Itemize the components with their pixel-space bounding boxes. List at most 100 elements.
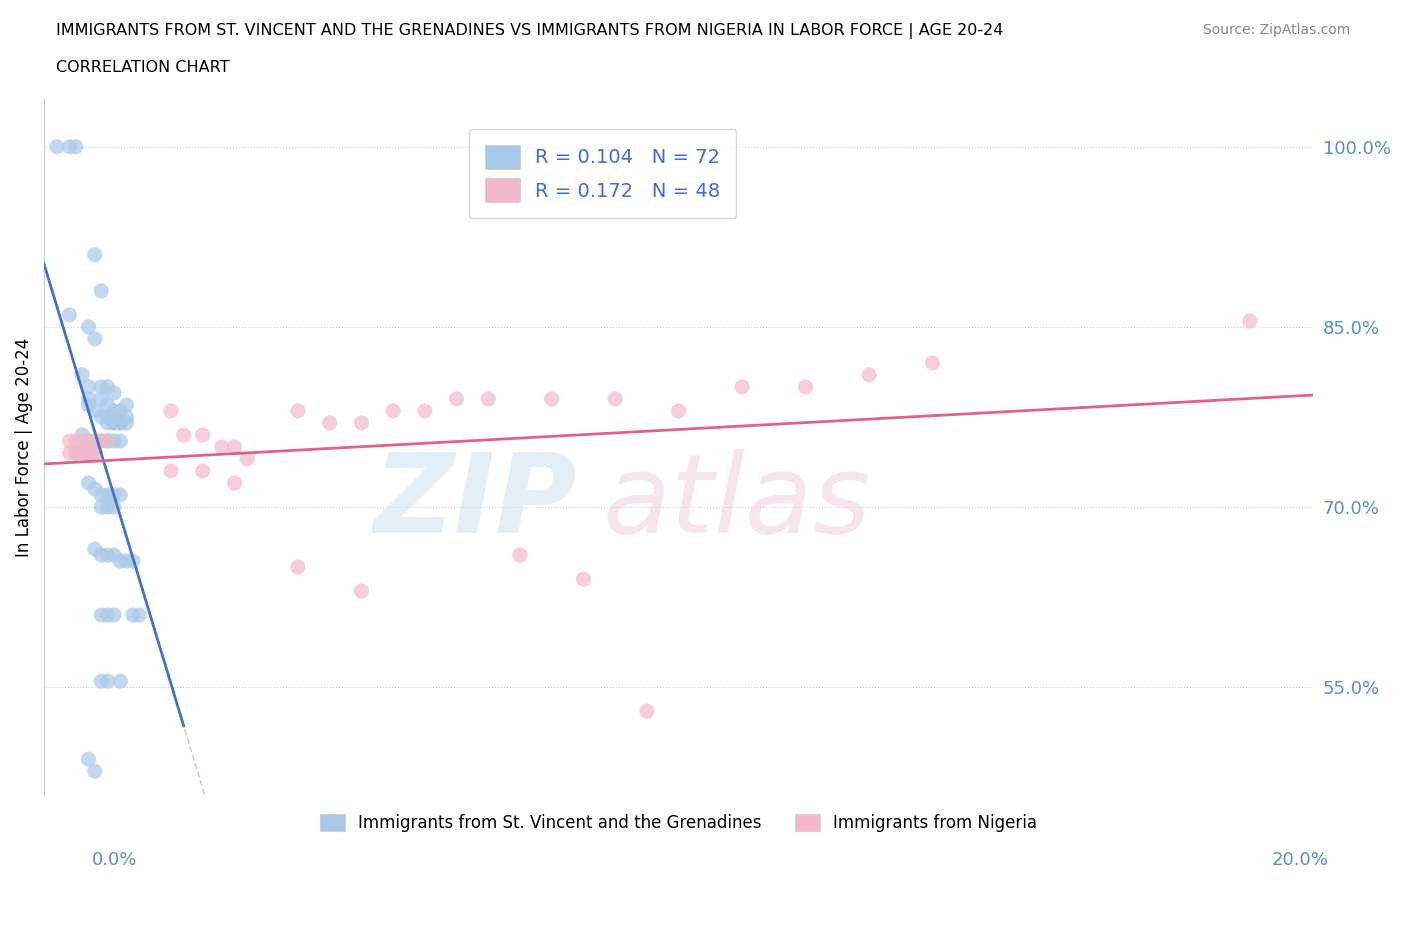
Point (668, 404, 690, 418)
Point (287, 404, 309, 418)
Point (70, 445, 93, 460)
Point (382, 404, 405, 418)
Text: CORRELATION CHART: CORRELATION CHART (56, 60, 229, 75)
Point (58, 433, 80, 448)
Point (110, 404, 132, 418)
Point (605, 392, 627, 406)
Text: 0.0%: 0.0% (91, 851, 136, 869)
Point (103, 487, 125, 502)
Point (103, 548, 125, 563)
Point (97, 397, 120, 412)
Point (90, 284, 112, 299)
Point (83, 247, 105, 262)
Point (83, 541, 105, 556)
Point (115, 553, 138, 568)
Point (58, 140, 80, 154)
Point (110, 433, 132, 448)
Point (110, 416, 132, 431)
Point (103, 404, 125, 418)
Text: ZIP: ZIP (374, 449, 576, 556)
Point (1239, 313, 1261, 328)
Point (65, 445, 87, 460)
Point (858, 367, 880, 382)
Point (77, 751, 100, 766)
Point (224, 475, 246, 490)
Point (77, 392, 100, 406)
Point (110, 673, 132, 688)
Point (97, 433, 120, 448)
Point (90, 392, 112, 406)
Point (191, 428, 214, 443)
Point (97, 433, 120, 448)
Point (794, 379, 817, 394)
Y-axis label: In Labor Force | Age 20-24: In Labor Force | Age 20-24 (15, 338, 32, 556)
Point (90, 433, 112, 448)
Point (350, 416, 373, 431)
Point (191, 463, 214, 478)
Point (70, 428, 93, 443)
Point (70, 445, 93, 460)
Point (83, 482, 105, 497)
Point (446, 392, 468, 406)
Point (173, 428, 195, 443)
Point (636, 704, 658, 719)
Point (921, 355, 943, 370)
Point (77, 433, 100, 448)
Point (65, 445, 87, 460)
Point (90, 673, 112, 688)
Point (83, 433, 105, 448)
Point (77, 445, 100, 460)
Point (110, 553, 132, 568)
Point (128, 607, 150, 622)
Point (90, 548, 112, 563)
Point (211, 440, 233, 455)
Point (90, 409, 112, 424)
Text: IMMIGRANTS FROM ST. VINCENT AND THE GRENADINES VS IMMIGRANTS FROM NIGERIA IN LAB: IMMIGRANTS FROM ST. VINCENT AND THE GREN… (56, 23, 1004, 39)
Point (97, 416, 120, 431)
Point (70, 367, 93, 382)
Point (115, 397, 138, 412)
Point (160, 404, 183, 418)
Point (509, 548, 531, 563)
Point (77, 475, 100, 490)
Point (90, 499, 112, 514)
Point (115, 409, 138, 424)
Point (103, 607, 125, 622)
Point (103, 433, 125, 448)
Point (90, 379, 112, 394)
Point (77, 397, 100, 412)
Point (65, 433, 87, 448)
Point (103, 499, 125, 514)
Point (540, 392, 562, 406)
Point (110, 416, 132, 431)
Point (115, 416, 138, 431)
Point (477, 392, 499, 406)
Point (103, 416, 125, 431)
Point (97, 379, 120, 394)
Point (83, 404, 105, 418)
Point (97, 499, 120, 514)
Point (97, 673, 120, 688)
Point (97, 548, 120, 563)
Point (122, 553, 145, 568)
Point (103, 416, 125, 431)
Point (77, 433, 100, 448)
Text: atlas: atlas (603, 449, 872, 556)
Point (90, 487, 112, 502)
Point (110, 487, 132, 502)
Point (572, 572, 595, 587)
Point (83, 445, 105, 460)
Legend: Immigrants from St. Vincent and the Grenadines, Immigrants from Nigeria: Immigrants from St. Vincent and the Gren… (314, 807, 1045, 839)
Point (103, 385, 125, 400)
Point (350, 584, 373, 599)
Point (58, 308, 80, 323)
Point (77, 319, 100, 334)
Point (45, 140, 67, 154)
Point (122, 607, 145, 622)
Point (97, 487, 120, 502)
Point (83, 445, 105, 460)
Point (58, 445, 80, 460)
Point (65, 140, 87, 154)
Text: 20.0%: 20.0% (1272, 851, 1329, 869)
Point (236, 452, 259, 467)
